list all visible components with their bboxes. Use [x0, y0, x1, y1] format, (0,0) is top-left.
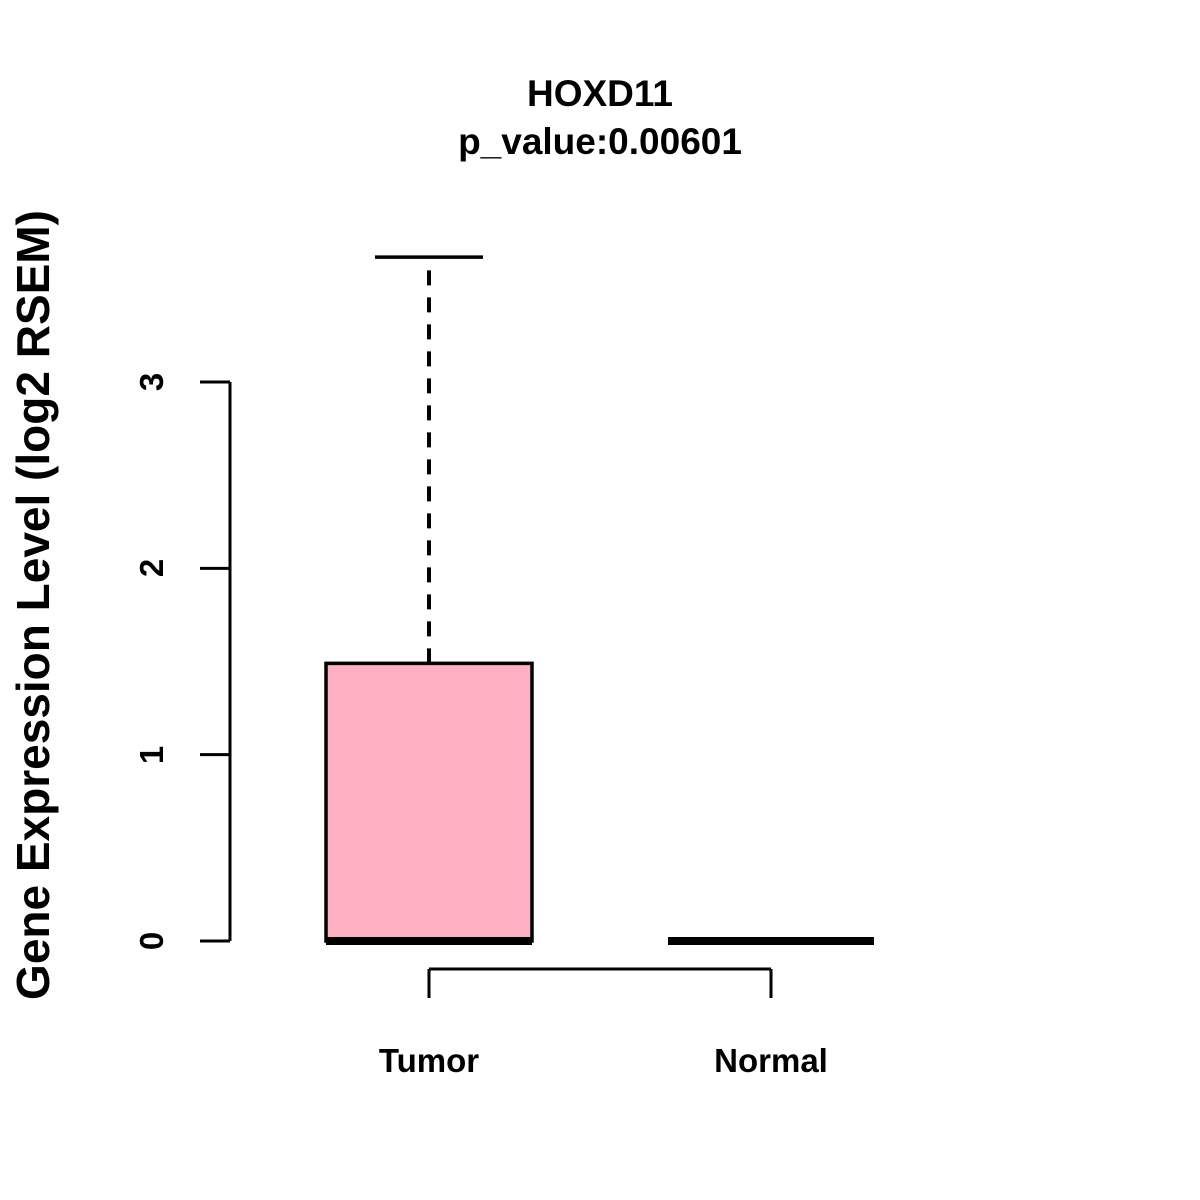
x-category-label-normal: Normal	[714, 1042, 828, 1079]
y-tick-label-0: 0	[133, 931, 170, 951]
y-tick-label-3: 3	[133, 372, 170, 392]
tumor-box	[324, 661, 534, 943]
chart-title: HOXD11	[526, 73, 673, 114]
chart-subtitle: p_value:0.00601	[458, 121, 742, 162]
y-tick-label-2: 2	[133, 558, 170, 578]
y-tick-label-1: 1	[133, 745, 170, 765]
x-category-label-tumor: Tumor	[378, 1042, 480, 1079]
chart-title-block: HOXD11 p_value:0.00601	[230, 70, 970, 166]
y-axis-title: Gene Expression Level (log2 RSEM)	[7, 210, 59, 1000]
